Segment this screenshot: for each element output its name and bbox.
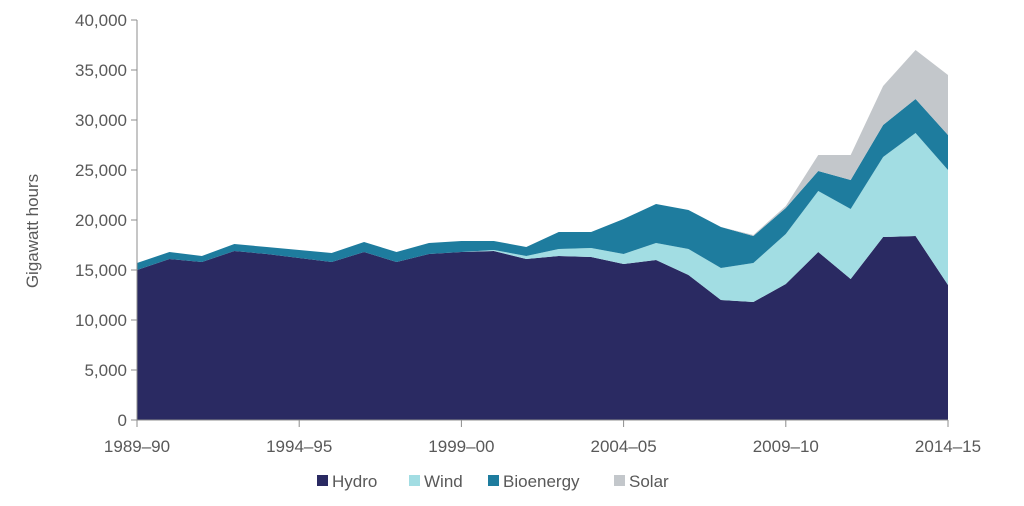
legend-label-bioenergy: Bioenergy (503, 472, 580, 491)
y-tick-label: 30,000 (75, 111, 127, 130)
y-tick-label: 5,000 (84, 361, 127, 380)
x-tick-label: 1999–00 (428, 437, 494, 456)
x-tick-label: 1994–95 (266, 437, 332, 456)
x-tick-label: 2014–15 (915, 437, 981, 456)
legend-label-hydro: Hydro (332, 472, 377, 491)
x-tick-label: 2009–10 (753, 437, 819, 456)
y-tick-label: 40,000 (75, 11, 127, 30)
legend-swatch-wind (409, 475, 420, 486)
y-tick-label: 25,000 (75, 161, 127, 180)
x-tick-label: 1989–90 (104, 437, 170, 456)
legend-swatch-bioenergy (488, 475, 499, 486)
legend-swatch-solar (614, 475, 625, 486)
plot-areas (137, 50, 948, 420)
y-tick-label: 10,000 (75, 311, 127, 330)
y-tick-label: 20,000 (75, 211, 127, 230)
x-tick-label: 2004–05 (591, 437, 657, 456)
y-tick-label: 35,000 (75, 61, 127, 80)
legend-label-solar: Solar (629, 472, 669, 491)
y-tick-label: 15,000 (75, 261, 127, 280)
area-hydro (137, 236, 948, 420)
legend: Hydro Wind Bioenergy Solar (317, 472, 669, 491)
legend-label-wind: Wind (424, 472, 463, 491)
area-bioenergy (137, 99, 948, 270)
y-axis-title: Gigawatt hours (23, 174, 42, 288)
y-tick-label: 0 (118, 411, 127, 430)
y-axis: 0 5,000 10,000 15,000 20,000 25,000 30,000 35,0… (75, 11, 138, 430)
legend-swatch-hydro (317, 475, 328, 486)
x-axis: 1989–90 1994–95 1999–00 2004–05 2009–10 2014–… (104, 419, 981, 456)
